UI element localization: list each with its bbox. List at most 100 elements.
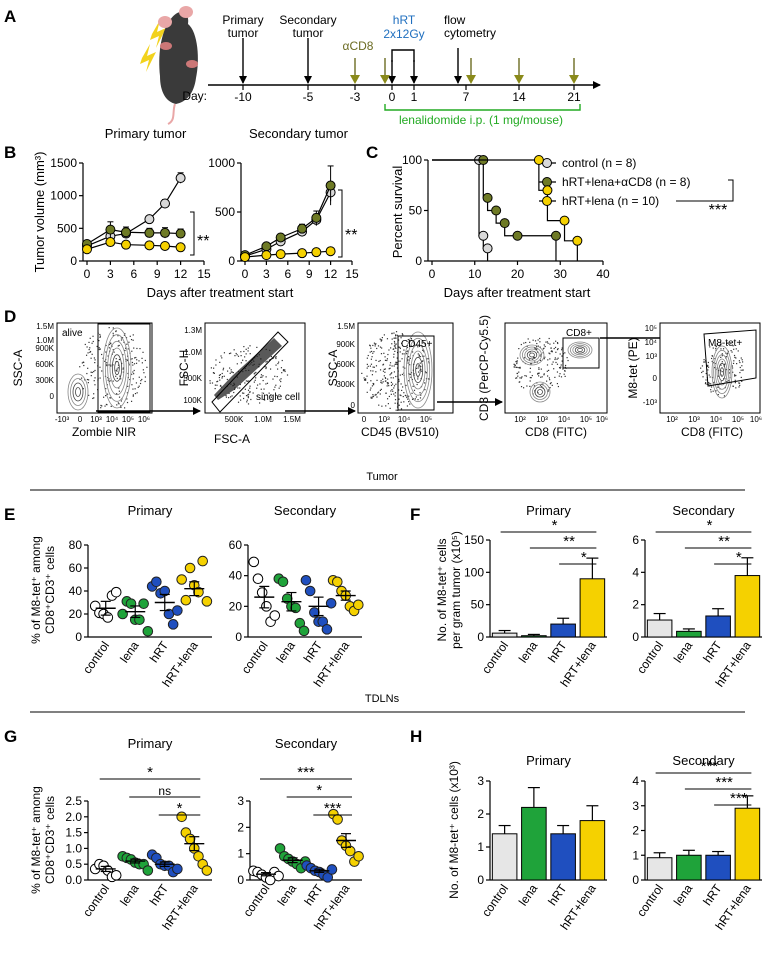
y-axis-label: No. of M8-tet⁺ cellsper gram tumor (x10⁵… <box>435 531 463 649</box>
event-dot <box>370 380 372 382</box>
panel-label-e: E <box>4 505 15 524</box>
event-dot <box>112 349 114 351</box>
y-tick-label: 80 <box>69 538 83 552</box>
y-tick-label: 500 <box>57 221 77 235</box>
event-dot <box>90 375 92 377</box>
event-dot <box>546 375 549 377</box>
y-axis-label: Percent survival <box>390 166 405 259</box>
bar <box>676 854 702 881</box>
event-dot <box>105 395 107 397</box>
tick-label: 1.5M <box>36 322 54 331</box>
group-label: control <box>80 639 112 677</box>
event-dot <box>135 362 138 364</box>
event-dot <box>398 389 400 391</box>
event-dot <box>281 359 283 362</box>
event-dot <box>372 366 374 368</box>
event-dot <box>106 365 108 367</box>
event-dot <box>420 365 422 368</box>
event-dot <box>717 386 719 388</box>
event-dot <box>533 347 536 349</box>
event-dot <box>395 337 397 339</box>
data-point <box>325 246 336 257</box>
y-tick-label: 0 <box>632 630 639 644</box>
event-dot <box>387 382 389 384</box>
event-dot <box>548 337 550 340</box>
data-point <box>240 252 250 263</box>
event-dot <box>735 348 737 350</box>
event-dot <box>552 361 554 363</box>
event-dot <box>519 366 521 368</box>
event-dot <box>108 347 110 349</box>
event-dot <box>110 342 112 345</box>
event-dot <box>87 382 89 384</box>
event-dot <box>393 356 395 358</box>
event-dot <box>564 370 566 372</box>
event-dot <box>726 381 728 383</box>
event-dot <box>130 400 133 402</box>
event-dot <box>421 360 423 362</box>
event-dot <box>409 403 411 405</box>
tick-label: 10⁵ <box>645 324 657 333</box>
event-dot <box>391 383 394 385</box>
event-dot <box>131 361 134 364</box>
event-dot <box>131 384 133 386</box>
event-dot <box>546 370 548 372</box>
event-dot <box>141 378 143 381</box>
event-dot <box>734 379 736 381</box>
event-dot <box>735 387 737 389</box>
event-dot <box>516 372 519 375</box>
data-point <box>172 863 183 875</box>
event-dot <box>379 338 381 340</box>
event-dot <box>392 377 394 379</box>
event-dot <box>89 351 91 353</box>
event-dot <box>260 374 263 376</box>
event-dot <box>408 400 410 403</box>
event-dot <box>117 335 119 337</box>
y-tick-label: 100 <box>402 153 422 167</box>
event-dot <box>407 350 409 352</box>
data-point <box>138 598 149 609</box>
axis-label: M8-tet (PE) <box>626 337 640 398</box>
event-dot <box>411 339 413 341</box>
event-dot <box>99 335 102 337</box>
density-contour <box>405 337 431 403</box>
event-dot <box>723 395 726 397</box>
data-point <box>176 811 187 823</box>
event-dot <box>420 394 422 396</box>
event-dot <box>395 343 397 345</box>
tick-label: 1.0M <box>254 415 272 424</box>
event-dot <box>390 384 393 387</box>
density-contour <box>577 347 583 352</box>
event-dot <box>739 384 741 387</box>
gate-label: CD8+ <box>566 328 592 339</box>
event-dot <box>724 363 726 365</box>
event-dot <box>85 354 88 356</box>
day-label: Day: <box>182 89 207 103</box>
event-dot <box>703 359 705 361</box>
event-dot <box>221 357 223 359</box>
event-dot <box>237 355 240 357</box>
plot-frame <box>357 322 454 414</box>
event-dot <box>393 365 395 367</box>
tick-label: 600K <box>35 360 54 369</box>
event-dot <box>702 376 704 378</box>
event-dot <box>394 399 397 401</box>
event-dot <box>371 350 373 353</box>
event-dot <box>142 369 144 371</box>
event-dot <box>394 337 396 339</box>
event-dot <box>740 369 742 371</box>
event-dot <box>229 367 231 369</box>
event-dot <box>394 395 396 397</box>
label-flow-cytometry: flow cytometry <box>444 13 496 40</box>
y-tick-label: 0.0 <box>65 873 82 887</box>
event-dot <box>518 347 520 350</box>
data-point <box>311 247 322 258</box>
event-dot <box>402 366 404 368</box>
event-dot <box>543 358 545 360</box>
event-dot <box>375 343 377 345</box>
event-dot <box>417 346 419 348</box>
chart-title: Secondary <box>672 503 735 518</box>
chart-title: Secondary tumor <box>249 126 349 141</box>
event-dot <box>231 371 233 373</box>
y-tick-label: 0 <box>477 873 484 887</box>
